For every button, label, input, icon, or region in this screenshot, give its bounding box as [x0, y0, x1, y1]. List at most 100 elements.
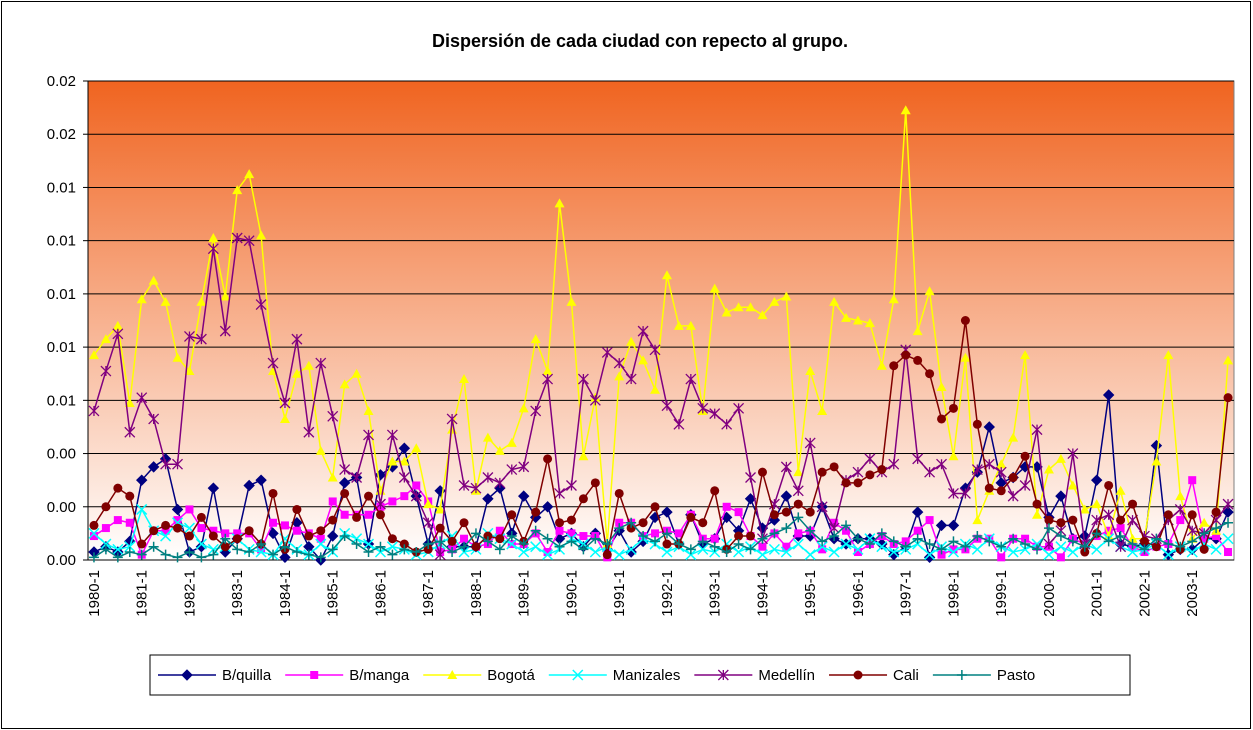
series-line [93, 237, 1229, 555]
marker [923, 551, 936, 564]
marker [1186, 525, 1198, 537]
marker [686, 512, 696, 522]
marker [947, 519, 960, 532]
marker [88, 405, 100, 417]
marker [650, 502, 660, 512]
marker [984, 536, 995, 547]
marker [554, 488, 565, 499]
marker [303, 549, 314, 560]
marker [745, 472, 756, 483]
marker [733, 302, 744, 312]
marker [888, 536, 899, 547]
marker [1199, 517, 1210, 527]
legend-label: B/quilla [222, 667, 272, 684]
marker [494, 477, 506, 489]
marker [423, 539, 434, 550]
marker [136, 503, 148, 515]
marker [709, 408, 721, 420]
marker [971, 543, 983, 555]
marker [256, 230, 267, 240]
marker [88, 350, 99, 360]
marker [637, 325, 649, 337]
marker [172, 552, 183, 563]
marker [816, 501, 828, 513]
x-tick-label: 1980-1 [86, 570, 103, 617]
marker [913, 355, 923, 365]
marker [572, 669, 584, 681]
marker [291, 368, 302, 378]
marker [661, 400, 673, 412]
marker [925, 516, 934, 525]
marker [518, 403, 529, 413]
marker [207, 543, 219, 555]
marker [506, 437, 517, 447]
marker [327, 410, 339, 422]
marker [233, 529, 242, 538]
x-tick-label: 2001-1 [1089, 570, 1106, 617]
marker [1020, 539, 1031, 550]
marker [590, 478, 600, 488]
marker [196, 512, 206, 522]
marker [578, 544, 589, 555]
marker [196, 296, 207, 306]
y-tick-label: 0.01 [47, 286, 76, 303]
marker [231, 232, 243, 244]
marker [327, 472, 338, 482]
marker [853, 548, 862, 557]
marker [1091, 474, 1103, 486]
marker [1021, 534, 1030, 543]
marker [1056, 553, 1065, 562]
marker [1211, 507, 1221, 517]
marker [459, 518, 469, 528]
marker [590, 533, 601, 544]
marker [745, 544, 756, 555]
marker [710, 486, 720, 496]
marker [386, 429, 398, 441]
marker [1163, 350, 1174, 360]
marker [543, 454, 553, 464]
marker [673, 539, 684, 550]
marker [243, 235, 255, 247]
marker [1163, 539, 1174, 550]
marker [220, 291, 231, 301]
x-tick-label: 1984-1 [277, 570, 294, 617]
marker [685, 549, 697, 561]
marker [1116, 515, 1126, 525]
marker [817, 405, 828, 415]
y-tick-label: 0.00 [47, 552, 76, 569]
marker [757, 467, 767, 477]
marker [638, 531, 649, 542]
marker [971, 464, 983, 475]
marker [698, 518, 708, 528]
marker [853, 670, 863, 680]
marker [364, 491, 374, 501]
marker [160, 458, 172, 470]
marker [1187, 510, 1197, 520]
marker [89, 520, 99, 530]
marker [780, 546, 792, 558]
marker [185, 505, 194, 514]
marker [721, 547, 732, 558]
marker [494, 445, 505, 455]
marker [818, 545, 827, 554]
marker [400, 492, 409, 501]
marker [625, 543, 637, 555]
marker [746, 531, 756, 541]
marker [398, 472, 410, 483]
marker [184, 331, 195, 342]
marker [88, 527, 100, 539]
marker [291, 333, 303, 345]
marker [543, 548, 552, 557]
marker [148, 275, 159, 285]
marker [960, 541, 971, 552]
marker [208, 549, 219, 560]
marker [328, 497, 337, 506]
marker [1055, 453, 1066, 463]
marker [1031, 424, 1043, 436]
marker [661, 270, 672, 280]
marker [1223, 517, 1234, 528]
marker [996, 459, 1007, 469]
marker [1080, 547, 1090, 557]
marker [209, 526, 218, 535]
marker [483, 531, 493, 541]
